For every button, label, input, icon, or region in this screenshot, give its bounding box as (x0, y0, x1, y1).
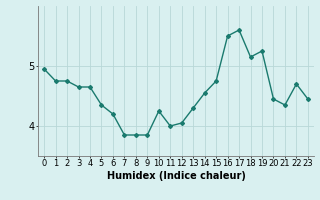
X-axis label: Humidex (Indice chaleur): Humidex (Indice chaleur) (107, 171, 245, 181)
